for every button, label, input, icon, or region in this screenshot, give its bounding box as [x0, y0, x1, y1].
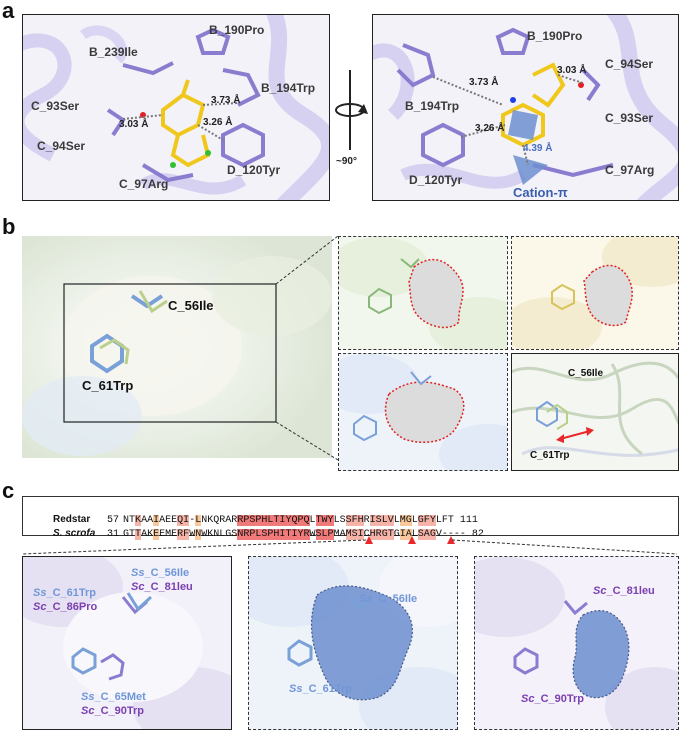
- panel-c-connector-lines: [21, 539, 678, 555]
- inset-overlay-structure: [512, 361, 678, 457]
- distance-label-3-73-right: 3.73 Å: [469, 77, 499, 88]
- distance-label-3-26: 3.26 Å: [203, 117, 233, 128]
- residue-label-b-194trp-right: B_194Trp: [405, 99, 460, 113]
- panel-letter-a: a: [2, 0, 15, 23]
- alignment-name-redstar: Redstar: [53, 514, 91, 525]
- alignment-end-sscrofa: 82: [471, 529, 484, 540]
- residue-label-c-97arg: C_97Arg: [119, 177, 169, 191]
- panel-a-left-structure: [23, 15, 329, 200]
- residue-label-c-94ser: C_94Ser: [37, 139, 86, 153]
- alignment-start-sscrofa: 31: [107, 529, 120, 540]
- pocket-label-sc-c-81leu: Sc_C_81leu: [593, 585, 655, 597]
- panel-c-sscrofa-pocket: Ss_C_56Ile Ss_C_61Trp: [248, 556, 458, 730]
- inset-label-c-61trp: C_61Trp: [530, 450, 570, 461]
- panel-b-main-surface: C_56Ile C_61Trp: [22, 236, 332, 458]
- pocket-label-sc-c-90trp: Sc_C_90Trp: [521, 693, 584, 705]
- panel-a-right-structure: [373, 15, 678, 200]
- panel-b-inset-green: [338, 236, 508, 350]
- alignment-marker-arrow-2: [408, 536, 416, 544]
- residue-label-c-93ser-right: C_93Ser: [605, 111, 654, 125]
- residue-label-c-93ser: C_93Ser: [31, 99, 80, 113]
- overlay-label-ss-c-56ile: Ss_C_56Ile: [131, 567, 190, 579]
- overlay-label-sc-c-90trp: Sc_C_90Trp: [81, 705, 144, 717]
- distance-label-3-03-right: 3.03 Å: [557, 65, 587, 76]
- alignment-row-sscrofa: S. scrofa 31 GTTAKEEMERFWNWKNLGSNRPLSPHITI…: [29, 517, 484, 551]
- alignment-name-sscrofa: S. scrofa: [53, 528, 96, 539]
- overlay-label-sc-c-81leu: Sc_C_81leu: [131, 581, 193, 593]
- overlay-surface-render: [23, 557, 231, 729]
- residue-label-d-120tyr: D_120Tyr: [227, 163, 281, 177]
- residue-label-b-190pro: B_190Pro: [209, 23, 265, 37]
- overlay-label-sc-c-86pro: Sc_C_86Pro: [33, 601, 98, 613]
- panel-letter-c: c: [2, 478, 15, 503]
- residue-label-b-239ile: B_239Ile: [89, 45, 138, 59]
- residue-label-c-97arg-right: C_97Arg: [605, 163, 655, 177]
- panel-b-surface-render: [22, 236, 332, 458]
- inset-green-surface: [339, 237, 507, 349]
- panel-a-left-view: B_239Ile B_190Pro C_93Ser B_194Trp C_94S…: [22, 14, 330, 201]
- alignment-seq-redstar: NTKAAIAEEQI-LNKQRARRPSPHLTIYQPQLTWYLSSFH…: [123, 515, 454, 526]
- alignment-marker-arrow-1: [365, 536, 373, 544]
- sequence-alignment-box: Redstar 57 NTKAAIAEEQI-LNKQRARRPSPHLTIYQPQ…: [22, 496, 679, 540]
- residue-label-b-190pro-right: B_190Pro: [527, 29, 583, 43]
- panel-c-scrofa-pocket: Sc_C_81leu Sc_C_90Trp: [474, 556, 679, 730]
- zoom-connector-lines: [275, 235, 339, 461]
- residue-label-c-94ser-right: C_94Ser: [605, 57, 654, 71]
- inset-yellow-surface: [512, 237, 678, 349]
- alignment-seq-sscrofa: GTTAKEEMERFWNWKNLGSNRPLSPHITIYRWSLPMAMSI…: [123, 529, 466, 540]
- distance-label-3-03: 3.03 Å: [119, 119, 149, 130]
- residue-label-b-194trp: B_194Trp: [261, 81, 316, 95]
- alignment-end-redstar: 111: [459, 515, 478, 526]
- pocket-label-ss-c-56ile: Ss_C_56Ile: [359, 593, 418, 605]
- rotation-label: ~90°: [336, 156, 357, 167]
- inset-blue-surface: [339, 354, 507, 470]
- panel-a-right-view: B_190Pro C_94Ser B_194Trp C_93Ser D_120T…: [372, 14, 679, 201]
- alignment-marker-arrow-3: [447, 536, 455, 544]
- panel-b-inset-yellow: [511, 236, 679, 350]
- cation-pi-label: Cation-π: [513, 185, 568, 200]
- residue-label-c-61trp: C_61Trp: [82, 378, 134, 393]
- alignment-start-redstar: 57: [107, 515, 120, 526]
- residue-label-c-56ile: C_56Ile: [168, 298, 214, 313]
- panel-letter-b: b: [2, 214, 16, 239]
- panel-b-inset-blue: [338, 353, 508, 471]
- overlay-label-ss-c-61trp: Ss_C_61Trp: [33, 587, 96, 599]
- panel-b-inset-overlay: C_56Ile C_61Trp: [511, 353, 679, 471]
- alignment-row-redstar: Redstar 57 NTKAAIAEEQI-LNKQRARRPSPHLTIYQPQ…: [29, 503, 478, 537]
- panel-c-overlay-view: Ss_C_56Ile Sc_C_81leu Ss_C_61Trp Sc_C_86…: [22, 556, 232, 730]
- inset-label-c-56ile: C_56Ile: [568, 368, 604, 379]
- rotation-arrow-icon: [335, 70, 368, 150]
- residue-label-d-120tyr-right: D_120Tyr: [409, 173, 463, 187]
- distance-label-3-73: 3.73 Å: [211, 95, 241, 106]
- pocket-label-ss-c-61trp: Ss_C_61Trp: [289, 683, 352, 695]
- sscrofa-pocket-surface: [249, 557, 457, 729]
- distance-label-3-26-right: 3.26 Å: [475, 123, 505, 134]
- scrofa-pocket-surface: [475, 557, 678, 729]
- distance-label-4-39-right: 4.39 Å: [523, 143, 553, 154]
- overlay-label-ss-c-65met: Ss_C_65Met: [81, 691, 146, 703]
